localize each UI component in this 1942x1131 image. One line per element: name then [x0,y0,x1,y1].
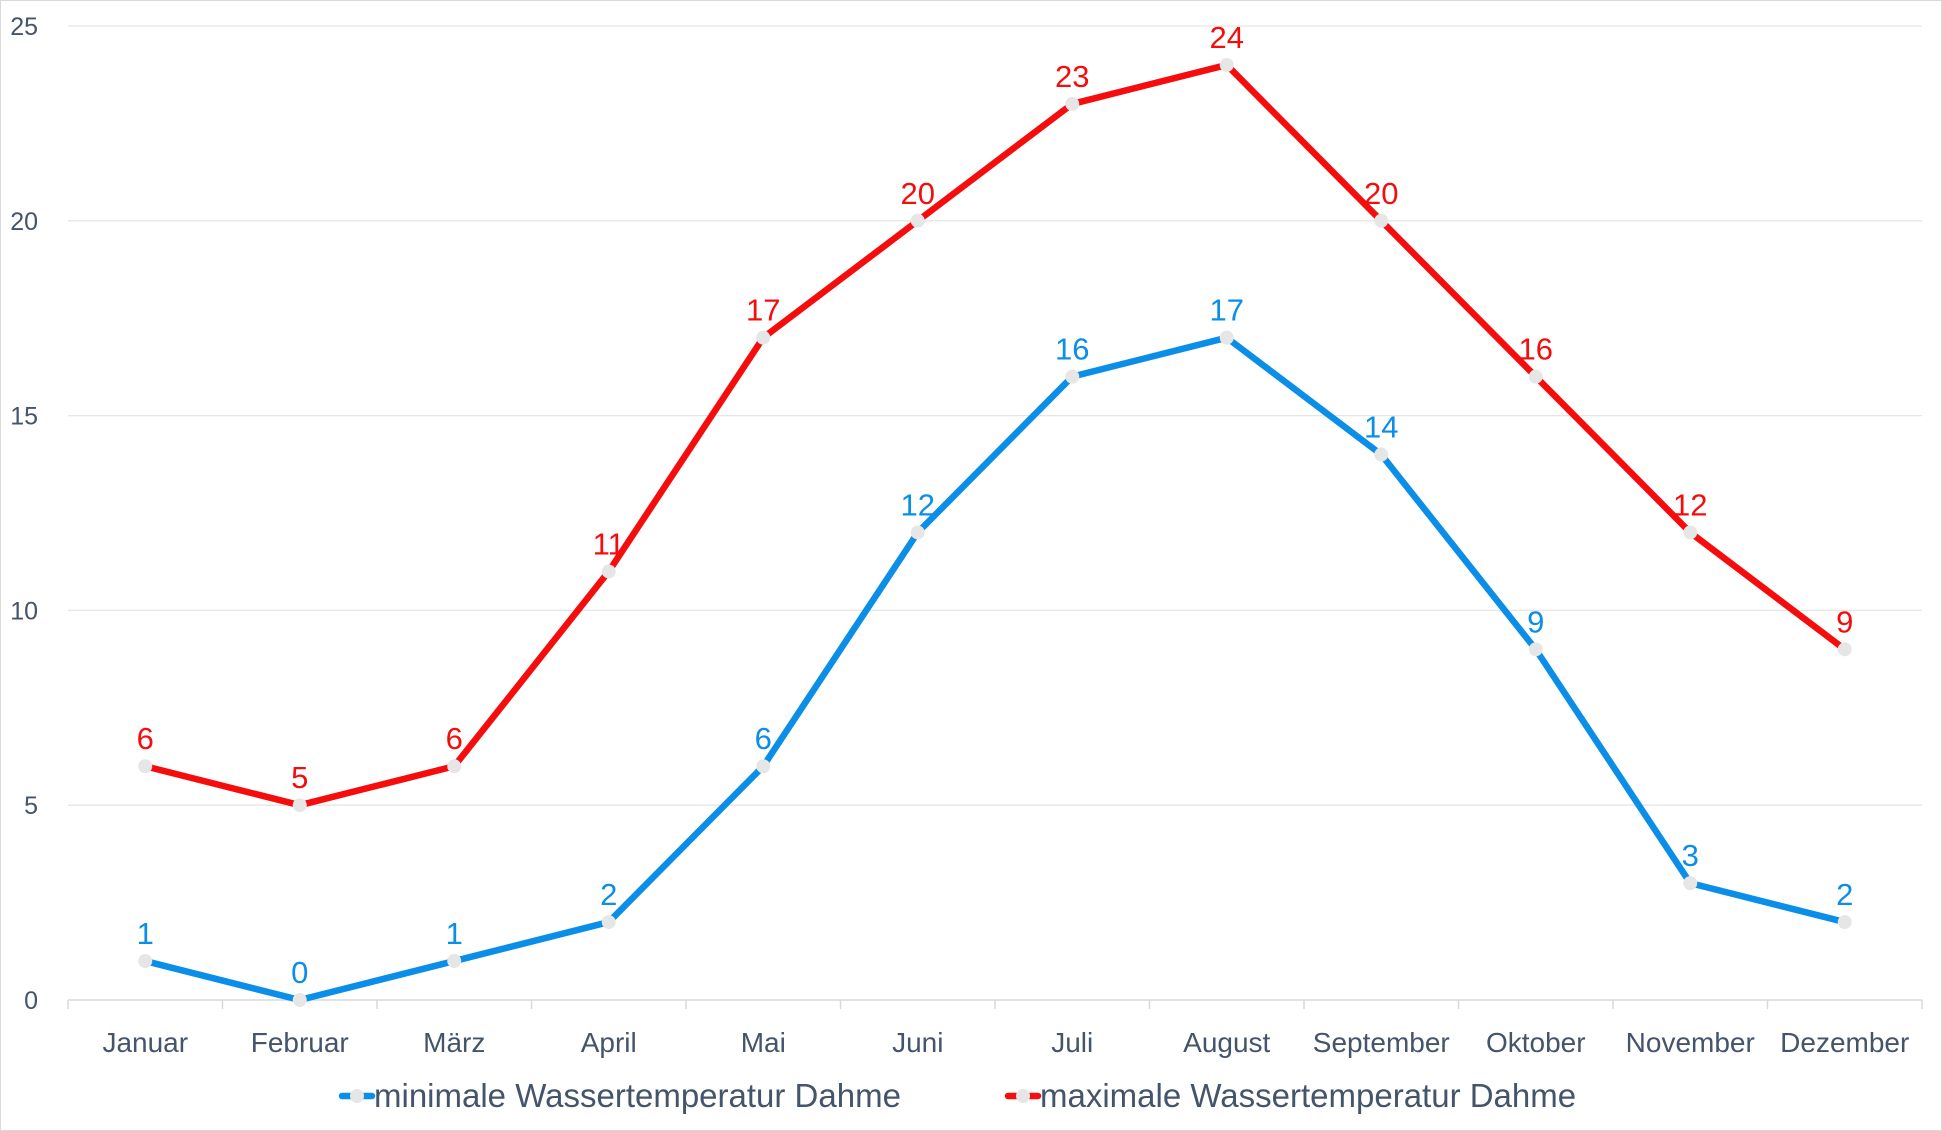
legend: minimale Wassertemperatur Dahme maximale … [338,1077,1576,1114]
legend-swatch-marker [350,1089,364,1103]
data-label: 12 [901,487,935,522]
data-point [1683,525,1698,540]
data-label: 6 [755,721,772,756]
data-point [1219,57,1234,72]
x-tick-label: Oktober [1486,1027,1586,1058]
y-axis: 0 5 10 15 20 25 [10,13,38,1015]
x-tick-label: September [1313,1027,1450,1058]
data-label: 17 [746,293,780,328]
x-tick-label: Mai [741,1027,786,1058]
data-label: 1 [137,916,154,951]
data-label: 6 [137,721,154,756]
data-point [447,759,462,774]
data-point [756,330,771,345]
data-label: 6 [446,721,463,756]
y-tick-label: 15 [10,403,38,431]
data-point [1374,213,1389,228]
data-point [1065,96,1080,111]
y-tick-label: 5 [24,792,38,820]
data-label: 12 [1673,487,1707,522]
legend-entry: maximale Wassertemperatur Dahme [1040,1077,1576,1114]
data-point [1528,369,1543,384]
data-point [138,759,153,774]
data-point [601,564,616,579]
data-label: 9 [1836,604,1853,639]
data-point [292,798,307,813]
data-point [1683,876,1698,891]
series-group [138,57,1852,1007]
data-point [601,915,616,930]
y-tick-label: 0 [24,987,38,1015]
data-label: 1 [446,916,463,951]
x-tick-label: Dezember [1780,1027,1909,1058]
data-label: 20 [901,176,935,211]
x-tick-label: April [581,1027,637,1058]
y-tick-label: 10 [10,597,38,625]
data-label: 5 [291,760,308,795]
y-tick-label: 25 [10,13,38,41]
data-label: 16 [1519,332,1553,367]
x-tick-label: Februar [251,1027,349,1058]
x-tick-label: August [1183,1027,1270,1058]
data-label: 11 [593,526,625,561]
data-label: 17 [1210,293,1244,328]
data-label: 23 [1055,59,1089,94]
data-label: 20 [1364,176,1398,211]
data-point [1528,642,1543,657]
data-point [1219,330,1234,345]
data-label: 2 [1836,877,1853,912]
data-point [1837,915,1852,930]
data-label: 16 [1055,332,1089,367]
data-label: 2 [600,877,617,912]
series-line-1 [142,334,1848,1004]
series-line-2 [142,61,1848,809]
data-point [910,213,925,228]
x-tick-label: Juni [892,1027,943,1058]
data-label: 14 [1364,410,1398,445]
data-point [1374,447,1389,462]
data-point [1837,642,1852,657]
data-point [756,759,771,774]
x-tick-label: Januar [102,1027,188,1058]
data-point [1065,369,1080,384]
data-label: 24 [1210,20,1244,55]
data-point [447,954,462,969]
data-point [292,993,307,1007]
data-label: 3 [1682,838,1699,873]
y-tick-label: 20 [10,208,38,236]
x-tick-label: November [1626,1027,1755,1058]
x-tick-label: Juli [1051,1027,1093,1058]
x-axis: Januar Februar März April Mai Juni Juli August S… [67,999,1923,1058]
data-label: 9 [1527,604,1544,639]
gridlines [68,25,1922,806]
data-label: 0 [291,955,308,990]
legend-swatch-marker [1016,1089,1030,1103]
legend-entry: minimale Wassertemperatur Dahme [374,1077,901,1114]
x-tick-label: März [423,1027,485,1058]
data-point [138,954,153,969]
data-point [910,525,925,540]
